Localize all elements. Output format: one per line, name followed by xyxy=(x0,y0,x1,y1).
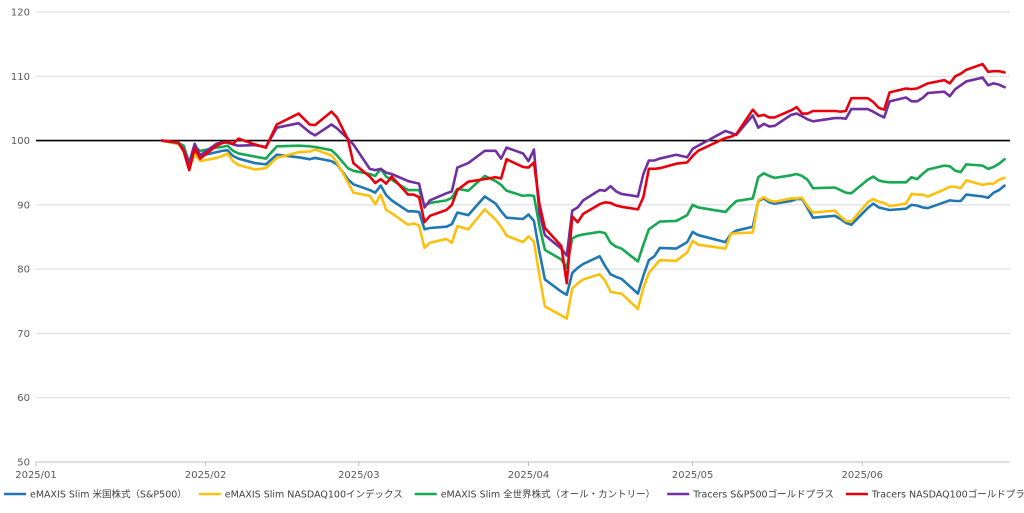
y-tick-label: 90 xyxy=(17,200,30,211)
y-tick-label: 70 xyxy=(17,329,30,340)
legend-item: eMAXIS Slim 全世界株式（オール・カントリー） xyxy=(414,489,655,501)
legend-item: eMAXIS Slim NASDAQ100インデックス xyxy=(198,489,403,501)
x-tick-label: 2025/04 xyxy=(508,470,550,481)
legend-label: Tracers S&P500ゴールドプラス xyxy=(692,489,834,501)
y-tick-label: 80 xyxy=(17,265,30,276)
series-line-3 xyxy=(160,139,1006,270)
legend-label: eMAXIS Slim 米国株式（S&P500） xyxy=(30,489,187,501)
series-lines xyxy=(160,62,1006,320)
y-tick-label: 110 xyxy=(11,72,30,83)
legend-label: eMAXIS Slim 全世界株式（オール・カントリー） xyxy=(441,489,655,501)
legend-item: Tracers S&P500ゴールドプラス xyxy=(667,489,834,501)
x-tick-label: 2025/05 xyxy=(672,470,714,481)
series-line-2 xyxy=(160,139,1006,320)
y-tick-label: 100 xyxy=(11,136,30,147)
y-tick-label: 50 xyxy=(17,458,30,469)
legend-item: eMAXIS Slim 米国株式（S&P500） xyxy=(4,489,187,501)
legend: eMAXIS Slim 米国株式（S&P500） eMAXIS Slim NASD… xyxy=(4,489,1024,501)
y-tick-label: 60 xyxy=(17,393,30,404)
legend-label: Tracers NASDAQ100ゴールドプラス xyxy=(871,489,1024,501)
legend-item: Tracers NASDAQ100ゴールドプラス xyxy=(845,489,1024,501)
series-line-4 xyxy=(160,76,1006,257)
legend-label: eMAXIS Slim NASDAQ100インデックス xyxy=(225,489,403,501)
series-line-1 xyxy=(160,139,1006,297)
x-tick-label: 2025/01 xyxy=(15,470,57,481)
series-line-5 xyxy=(160,62,1006,285)
x-tick-label: 2025/03 xyxy=(338,470,380,481)
axes: 50 60 70 80 90 100 110 120 2025/01 2025/02 2025/03… xyxy=(11,8,1010,481)
y-tick-label: 120 xyxy=(11,8,30,19)
x-tick-label: 2025/06 xyxy=(841,470,883,481)
x-tick-label: 2025/02 xyxy=(185,470,227,481)
